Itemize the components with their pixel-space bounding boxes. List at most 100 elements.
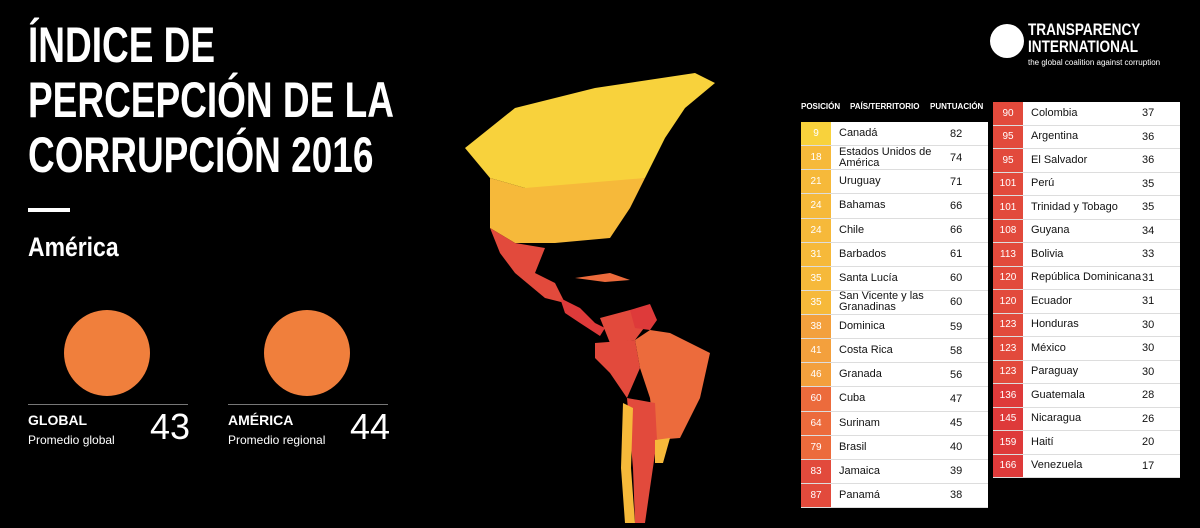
rank: 101	[993, 172, 1023, 195]
title-line: ÍNDICE DE	[28, 17, 216, 73]
score: 74	[950, 151, 963, 164]
score: 31	[1142, 271, 1155, 284]
logo-text: TRANSPARENCY	[1028, 20, 1141, 39]
country: Honduras	[1031, 318, 1079, 331]
country: Canadá	[839, 127, 878, 140]
score: 35	[1142, 201, 1155, 214]
average-sublabel: Promedio global	[28, 433, 115, 447]
table-header: PAÍS/TERRITORIO	[850, 102, 920, 111]
rank: 21	[801, 170, 831, 194]
table-row: 46 Granada 56	[801, 363, 988, 388]
title-line: CORRUPCIÓN 2016	[28, 127, 374, 183]
table-row: 113 Bolivia 33	[993, 243, 1180, 267]
average-dot	[64, 310, 150, 396]
divider	[28, 208, 70, 212]
logo-tagline: the global coalition against corruption	[1028, 58, 1161, 67]
map	[465, 73, 715, 523]
table-row: 95 Argentina 36	[993, 125, 1180, 149]
score: 61	[950, 248, 963, 261]
country: Surinam	[839, 416, 880, 429]
average-rule	[228, 404, 388, 405]
title: ÍNDICE DE PERCEPCIÓN DE LA CORRUPCIÓN 20…	[28, 18, 394, 183]
score: 58	[950, 344, 963, 357]
country: Paraguay	[1031, 365, 1079, 378]
table-row: 159 Haití 20	[993, 431, 1180, 455]
table-header: POSICIÓN	[801, 102, 841, 111]
score: 35	[1142, 177, 1155, 190]
score: 59	[950, 320, 963, 333]
table-column: 9 Canadá 82 18 Estados Unidos de América 74 21…	[801, 122, 988, 508]
rank: 120	[993, 266, 1023, 289]
table-row: 79 Brasil 40	[801, 435, 988, 460]
rank: 18	[801, 146, 831, 170]
average-rule	[28, 404, 188, 405]
table-row: 108 Guyana 34	[993, 219, 1180, 243]
rank: 101	[993, 196, 1023, 219]
score: 47	[950, 392, 963, 405]
rank: 9	[801, 122, 831, 146]
average-value: 43	[150, 406, 191, 447]
table-row: 123 Paraguay 30	[993, 360, 1180, 384]
table-row: 24 Bahamas 66	[801, 194, 988, 219]
rank: 60	[801, 387, 831, 411]
country: Costa Rica	[839, 344, 893, 357]
table-row: 123 Honduras 30	[993, 313, 1180, 337]
rank: 123	[993, 313, 1023, 336]
rank: 31	[801, 242, 831, 266]
country: Uruguay	[839, 175, 881, 188]
rank: 166	[993, 454, 1023, 477]
score: 45	[950, 417, 963, 430]
table-row: 136 Guatemala 28	[993, 384, 1180, 408]
table-row: 41 Costa Rica 58	[801, 339, 988, 364]
table-row: 24 Chile 66	[801, 218, 988, 243]
country: Haití	[1031, 435, 1054, 448]
rank: 79	[801, 435, 831, 459]
score: 31	[1142, 295, 1155, 308]
score: 34	[1142, 224, 1155, 237]
table-row: 95 El Salvador 36	[993, 149, 1180, 173]
score: 82	[950, 127, 963, 140]
map-usa	[490, 178, 645, 243]
table-row: 90 Colombia 37	[993, 102, 1180, 126]
country: Santa Lucía	[839, 271, 898, 284]
rank: 95	[993, 149, 1023, 172]
country: Ecuador	[1031, 294, 1072, 307]
country: El Salvador	[1031, 153, 1088, 166]
score: 56	[950, 368, 963, 381]
rank: 123	[993, 360, 1023, 383]
table-row: 18 Estados Unidos de América 74	[801, 145, 988, 171]
score: 60	[950, 272, 963, 285]
score: 38	[950, 489, 963, 502]
country: Cuba	[839, 392, 866, 405]
table-row: 35 Santa Lucía 60	[801, 266, 988, 291]
score: 33	[1142, 248, 1155, 261]
score: 66	[950, 199, 963, 212]
rank: 38	[801, 315, 831, 339]
score: 26	[1142, 412, 1155, 425]
score: 36	[1142, 130, 1155, 143]
table-row: 21 Uruguay 71	[801, 170, 988, 195]
average-label: GLOBAL	[28, 412, 88, 428]
country: Estados Unidos de América	[839, 145, 932, 169]
table-column: 90 Colombia 37 95 Argentina 36 95 El Salvador 36…	[993, 102, 1180, 478]
score: 30	[1142, 342, 1155, 355]
rank: 95	[993, 125, 1023, 148]
score: 36	[1142, 154, 1155, 167]
country: Bahamas	[839, 199, 886, 212]
rank: 83	[801, 459, 831, 483]
country: Colombia	[1031, 106, 1078, 119]
average: GLOBAL Promedio global 43	[28, 308, 198, 458]
country: Jamaica	[839, 464, 880, 477]
table-header: PUNTUACIÓN	[930, 102, 984, 111]
rank: 24	[801, 194, 831, 218]
country: Bolivia	[1031, 247, 1064, 260]
score: 30	[1142, 365, 1155, 378]
country: Perú	[1031, 177, 1055, 190]
average-dot	[264, 310, 350, 396]
map-mexico	[490, 228, 565, 303]
rank: 41	[801, 339, 831, 363]
score: 39	[950, 465, 963, 478]
table-row: 9 Canadá 82	[801, 122, 988, 147]
rank: 90	[993, 102, 1023, 125]
